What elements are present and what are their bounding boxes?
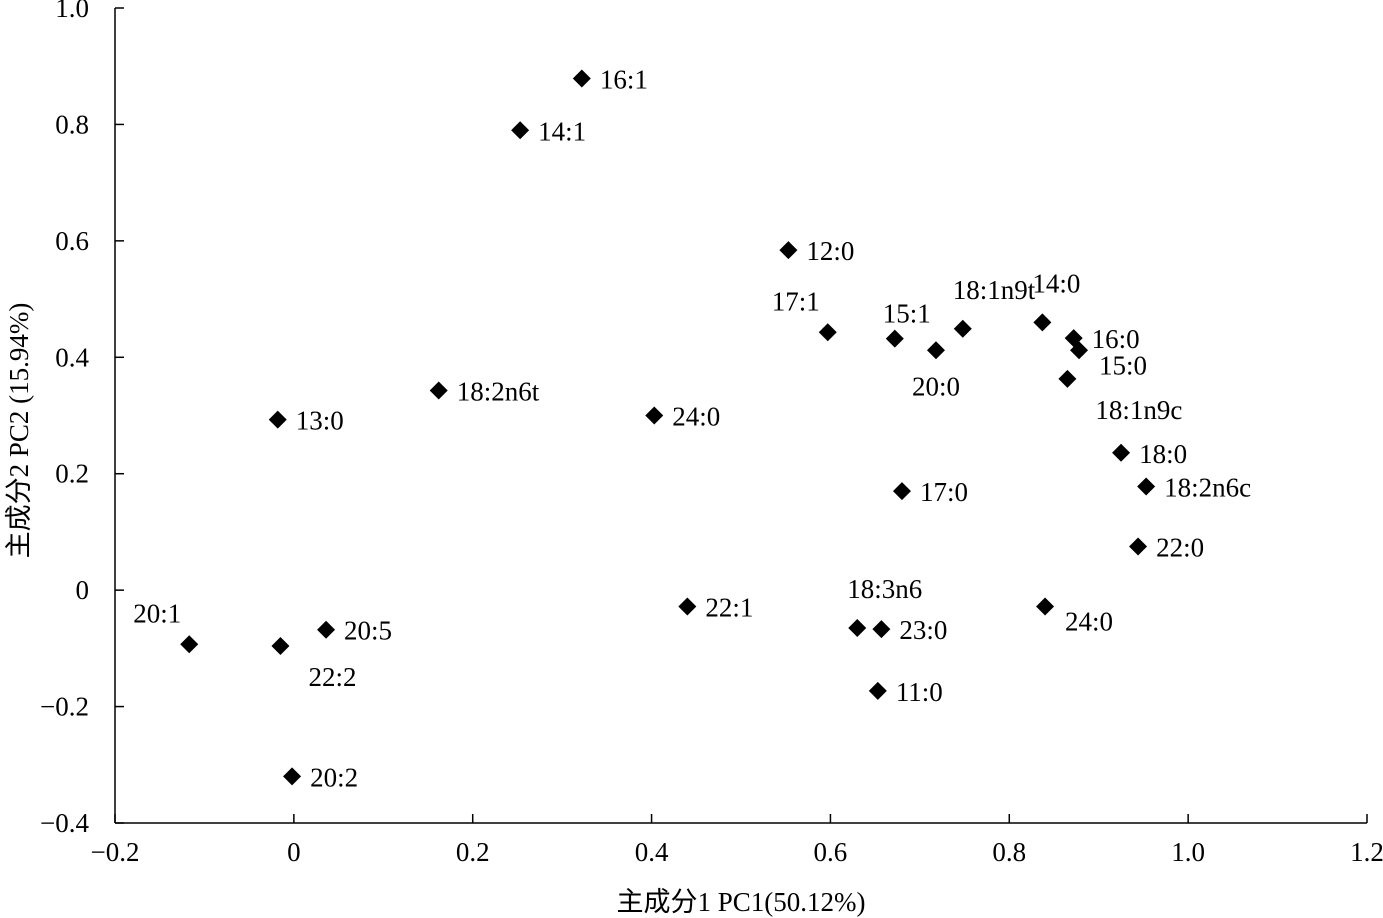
data-point-label: 24:0 (672, 402, 720, 432)
x-axis-title: 主成分1 PC1(50.12%) (617, 887, 866, 917)
data-point-label: 17:0 (920, 477, 968, 507)
x-tick-label: −0.2 (91, 837, 140, 867)
data-point-label: 18:3n6 (847, 574, 922, 604)
data-point-marker (1070, 341, 1089, 360)
data-point-label: 22:2 (308, 662, 356, 692)
y-tick-label: 0 (76, 575, 90, 605)
data-point-marker (953, 319, 972, 338)
x-tick-label: 1.2 (1350, 837, 1383, 867)
data-point-label: 15:0 (1099, 350, 1147, 380)
data-point-label: 11:0 (896, 677, 943, 707)
data-point-label: 16:0 (1092, 324, 1140, 354)
data-points: 16:114:112:017:1 15:120:018:1n9t14:016:01… (133, 64, 1251, 792)
data-point-marker (1112, 443, 1131, 462)
data-point-label: 15:1 (883, 299, 931, 329)
data-point-marker (885, 329, 904, 348)
data-point-marker (268, 410, 287, 429)
data-point-marker (1058, 369, 1077, 388)
data-point-marker (1129, 537, 1148, 556)
data-point-label: 23:0 (899, 615, 947, 645)
data-point-marker (429, 381, 448, 400)
data-point-marker (818, 323, 837, 342)
data-point-marker (645, 406, 664, 425)
y-axis-title: 主成分2 PC2 (15.94%) (4, 303, 34, 559)
x-tick-label: 0.4 (635, 837, 669, 867)
y-tick-label: 0.4 (55, 342, 89, 372)
data-point-marker (892, 482, 911, 501)
data-point-marker (271, 637, 290, 656)
data-point-label: 20:2 (310, 762, 358, 792)
data-point-marker (868, 681, 887, 700)
data-point-label: 17:1 (772, 286, 820, 316)
data-point-label: 22:1 (705, 592, 753, 622)
data-point-label: 18:1n9t (953, 275, 1036, 305)
data-point-label: 13:0 (296, 406, 344, 436)
data-point-marker (1137, 477, 1156, 496)
x-tick-label: 0.8 (992, 837, 1026, 867)
data-point-label: 22:0 (1156, 532, 1204, 562)
data-point-marker (1033, 313, 1052, 332)
y-tick-label: 1.0 (55, 0, 89, 23)
data-point-marker (317, 620, 336, 639)
x-tick-label: 1.0 (1171, 837, 1205, 867)
data-point-label: 18:0 (1139, 439, 1187, 469)
data-point-label: 14:1 (538, 116, 586, 146)
data-point-label: 24:0 (1065, 606, 1113, 636)
data-point-label: 18:1n9c (1095, 395, 1182, 425)
data-point-marker (180, 635, 199, 654)
data-point-marker (678, 597, 697, 616)
axes: −0.4−0.200.20.40.60.81.0−0.2 0 0.2 0.4 0.6 0.… (40, 0, 1383, 867)
data-point-label: 16:1 (600, 64, 648, 94)
y-tick-label: −0.4 (40, 808, 89, 838)
x-tick-label: 0.2 (456, 837, 490, 867)
data-point-label: 18:2n6t (457, 376, 540, 406)
data-point-marker (872, 620, 891, 639)
y-tick-label: 0.6 (55, 226, 89, 256)
data-point-marker (283, 767, 302, 786)
data-point-marker (926, 341, 945, 360)
x-tick-label: 0.6 (814, 837, 848, 867)
data-point-label: 20:0 (912, 371, 960, 401)
data-point-marker (848, 618, 867, 637)
data-point-marker (779, 241, 798, 260)
data-point-label: 20:5 (344, 616, 392, 646)
y-tick-label: 0.8 (55, 109, 89, 139)
data-point-marker (1036, 597, 1055, 616)
data-point-label: 12:0 (806, 236, 854, 266)
data-point-marker (511, 121, 530, 140)
data-point-label: 20:1 (133, 598, 181, 628)
y-tick-label: 0.2 (55, 459, 89, 489)
data-point-marker (572, 69, 591, 88)
data-point-label: 14:0 (1032, 268, 1080, 298)
y-tick-label: −0.2 (40, 692, 89, 722)
x-tick-label: 0 (287, 837, 301, 867)
data-point-label: 18:2n6c (1164, 473, 1251, 503)
